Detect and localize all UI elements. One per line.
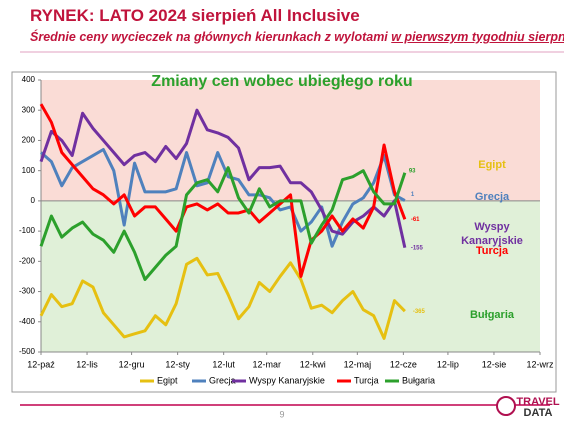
y-tick-label: 100 <box>22 166 36 175</box>
subtitle-underlined: w pierwszym tygodniu sierpnia <box>391 30 564 44</box>
x-tick-label: 12-mar <box>252 359 281 369</box>
y-tick-label: -400 <box>19 317 36 326</box>
end-value-label: -61 <box>411 217 420 223</box>
x-tick-label: 12-wrz <box>526 359 554 369</box>
legend-label: Egipt <box>157 375 178 385</box>
page-number: 9 <box>279 409 284 419</box>
y-tick-label: 300 <box>22 105 36 114</box>
legend-label: Wyspy Kanaryjskie <box>249 375 325 385</box>
y-tick-label: 200 <box>22 136 36 145</box>
y-tick-label: -200 <box>19 256 36 265</box>
logo-top: TRAVEL <box>516 396 559 408</box>
chart-title: Zmiany cen wobec ubiegłego roku <box>151 73 412 90</box>
series-annotation: Wyspy Kanaryjskie <box>461 221 523 247</box>
y-tick-label: -500 <box>19 347 36 356</box>
end-value-label: 1 <box>411 192 415 198</box>
x-tick-label: 12-gru <box>119 359 145 369</box>
series-annotation: Turcja <box>475 245 509 257</box>
legend-label: Grecja <box>209 375 236 385</box>
end-value-label: -365 <box>413 309 426 315</box>
series-line <box>39 166 407 281</box>
y-tick-label: 400 <box>22 75 36 84</box>
x-tick-label: 12-lip <box>437 359 459 369</box>
logo-globe <box>496 396 516 416</box>
x-tick-label: 12-sie <box>482 359 507 369</box>
series-annotation: Egipt <box>478 159 506 171</box>
series-line <box>39 103 407 278</box>
y-tick-label: -100 <box>19 226 36 235</box>
series-line <box>39 108 407 249</box>
subtitle-text: Średnie ceny wycieczek na głównych kieru… <box>30 30 392 44</box>
y-tick-label: 0 <box>31 196 36 205</box>
x-tick-label: 12-lis <box>76 359 98 369</box>
x-tick-label: 12-kwi <box>300 359 326 369</box>
title: RYNEK: LATO 2024 sierpień All Inclusive <box>30 6 360 25</box>
series-annotation: Grecja <box>474 191 510 203</box>
legend-label: Turcja <box>354 375 379 385</box>
x-tick-label: 12-paź <box>27 359 55 369</box>
y-tick-label: -300 <box>19 287 36 296</box>
legend-label: Bułgaria <box>402 375 435 385</box>
logo-bottom: DATA <box>524 407 553 419</box>
series-line <box>40 148 406 248</box>
x-tick-label: 12-lut <box>212 359 235 369</box>
end-value-label: 93 <box>409 168 416 174</box>
series-annotation: Bułgaria <box>469 309 514 321</box>
x-tick-label: 12-cze <box>390 359 417 369</box>
subtitle: Średnie ceny wycieczek na głównych kieru… <box>30 30 564 44</box>
series-line <box>39 256 406 340</box>
end-value-label: -155 <box>411 245 424 251</box>
x-tick-label: 12-sty <box>165 359 190 369</box>
x-tick-label: 12-maj <box>344 359 372 369</box>
